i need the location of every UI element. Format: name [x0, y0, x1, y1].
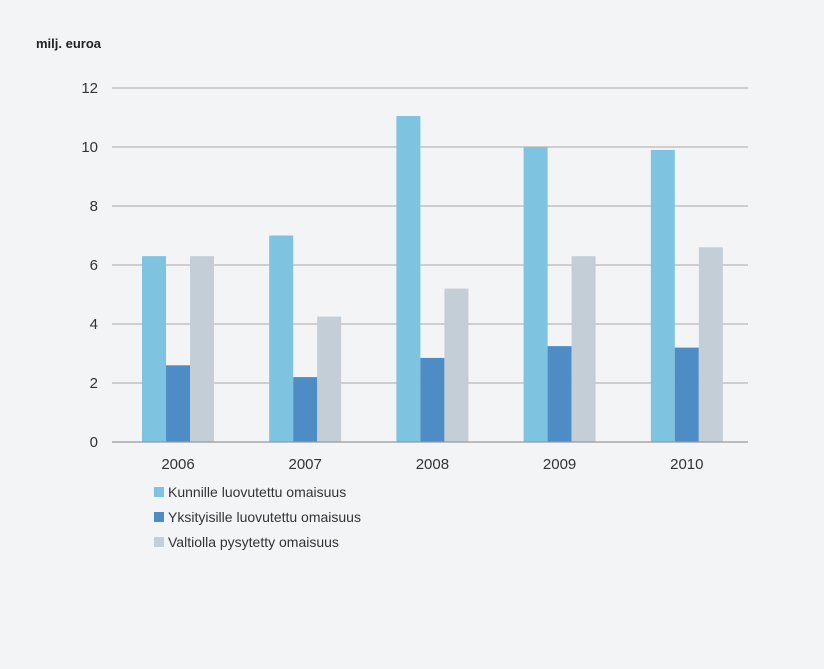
legend-swatch — [154, 512, 164, 522]
x-tick-label: 2010 — [670, 456, 703, 473]
x-tick-label: 2007 — [289, 456, 322, 473]
y-tick-label: 2 — [90, 375, 98, 392]
y-tick-label: 12 — [81, 80, 98, 97]
x-tick-labels: 2006 2007 2008 2009 2010 — [161, 456, 703, 473]
bar — [317, 316, 342, 442]
bar — [293, 377, 318, 442]
legend-label: Kunnille luovutettu omaisuus — [168, 484, 346, 500]
bar — [698, 247, 723, 442]
bar — [523, 147, 548, 442]
y-tick-labels: 0 2 4 6 8 10 12 — [81, 80, 98, 451]
legend-label: Valtiolla pysytetty omaisuus — [168, 534, 339, 550]
y-axis-unit-label: milj. euroa — [36, 36, 102, 51]
bar — [269, 235, 294, 442]
bar — [142, 256, 166, 442]
y-tick-label: 0 — [90, 434, 98, 451]
x-tick-label: 2009 — [543, 456, 576, 473]
bar — [190, 256, 214, 442]
bar — [547, 346, 572, 442]
legend-swatch — [154, 487, 164, 497]
legend-swatch — [154, 537, 164, 547]
gridlines — [112, 87, 748, 384]
y-tick-label: 4 — [90, 316, 98, 333]
bar — [396, 116, 421, 443]
x-tick-label: 2008 — [416, 456, 449, 473]
bars — [142, 116, 723, 443]
y-tick-label: 8 — [90, 198, 98, 215]
y-tick-label: 6 — [90, 257, 98, 274]
x-tick-label: 2006 — [161, 456, 194, 473]
y-tick-label: 10 — [81, 139, 98, 156]
bar — [444, 288, 469, 442]
bar — [571, 256, 596, 442]
bar — [650, 149, 675, 442]
legend: Kunnille luovutettu omaisuus Yksityisille… — [154, 484, 361, 550]
bar — [674, 347, 699, 442]
bar — [420, 357, 445, 442]
bar — [166, 365, 190, 442]
legend-label: Yksityisille luovutettu omaisuus — [168, 509, 361, 525]
